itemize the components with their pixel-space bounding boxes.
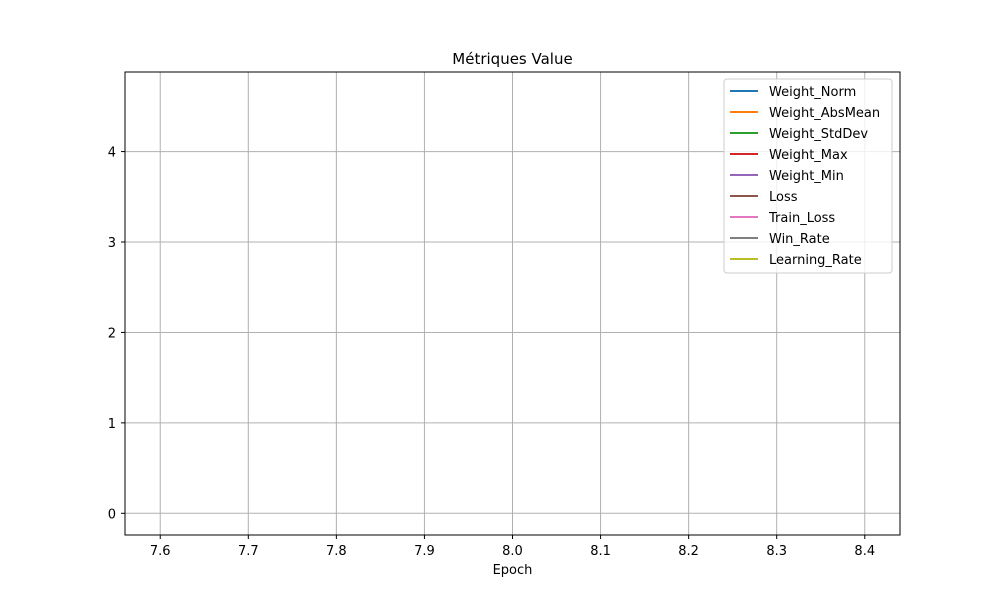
y-tick-label: 0	[108, 507, 116, 522]
legend-label: Learning_Rate	[769, 253, 862, 268]
x-tick-label: 7.6	[150, 544, 171, 559]
legend-label: Loss	[769, 190, 798, 205]
legend-label: Weight_Min	[769, 169, 844, 184]
legend-box	[723, 78, 893, 274]
x-tick-label: 8.0	[502, 544, 523, 559]
legend-label: Weight_Norm	[769, 85, 856, 100]
chart-title: Métriques Value	[452, 50, 572, 68]
x-axis-label: Epoch	[493, 563, 533, 578]
x-tick-label: 8.1	[590, 544, 611, 559]
y-tick-label: 2	[108, 326, 116, 341]
legend: Weight_Norm Weight_AbsMean Weight_StdDev We…	[723, 78, 893, 274]
x-axis: 7.6 7.7 7.8 7.9 8.0 8.1 8.2 8.3 8.4	[150, 535, 875, 559]
y-tick-label: 4	[108, 146, 116, 161]
x-tick-label: 8.4	[854, 544, 875, 559]
x-tick-label: 8.2	[678, 544, 699, 559]
legend-label: Train_Loss	[768, 211, 835, 226]
y-axis: 0 1 2 3 4	[108, 146, 125, 522]
legend-label: Weight_Max	[769, 148, 848, 163]
legend-label: Weight_AbsMean	[769, 106, 880, 121]
x-tick-label: 7.7	[238, 544, 259, 559]
x-tick-label: 7.8	[326, 544, 347, 559]
x-tick-label: 7.9	[414, 544, 435, 559]
y-tick-label: 1	[108, 417, 116, 432]
legend-label: Weight_StdDev	[769, 127, 868, 142]
x-tick-label: 8.3	[766, 544, 787, 559]
y-tick-label: 3	[108, 236, 116, 251]
legend-label: Win_Rate	[769, 232, 830, 247]
